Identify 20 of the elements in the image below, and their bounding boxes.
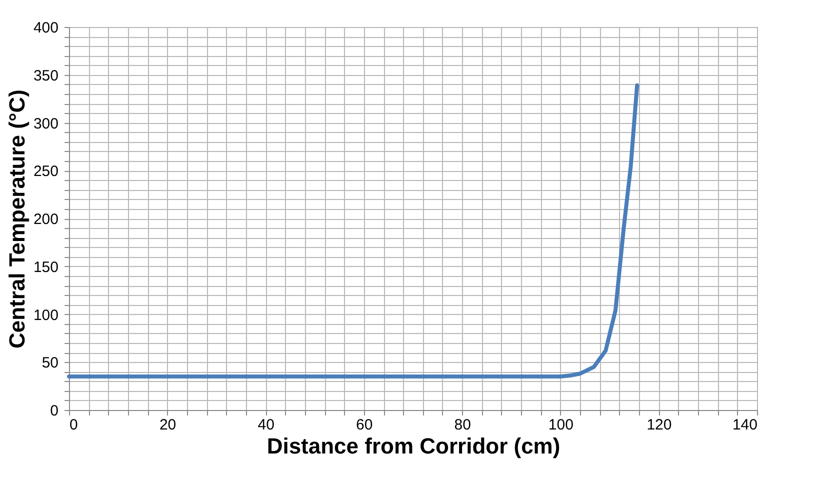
- x-tick-label: 140: [732, 416, 758, 434]
- x-tick-label: 0: [70, 416, 78, 434]
- x-tick-label: 20: [159, 416, 176, 434]
- x-tick-label: 60: [356, 416, 373, 434]
- y-tick-label: 200: [33, 211, 58, 228]
- y-tick-label: 50: [42, 354, 58, 372]
- y-tick-label: 300: [33, 115, 58, 132]
- y-tick-label: 0: [50, 402, 58, 420]
- x-tick-label: 40: [258, 416, 274, 434]
- y-tick-label: 350: [33, 67, 58, 84]
- x-axis-title: Distance from Corridor (cm): [266, 434, 560, 458]
- y-tick-label: 400: [33, 20, 58, 36]
- y-axis-title: Central Temperature (°C): [4, 90, 30, 348]
- x-tick-label: 120: [646, 416, 672, 434]
- x-tick-label: 100: [548, 416, 574, 434]
- y-tick-label: 150: [33, 258, 58, 276]
- y-tick-label: 100: [33, 306, 58, 324]
- line-series: [67, 83, 640, 378]
- x-tick-label: 80: [454, 416, 471, 434]
- y-tick-label: 250: [33, 163, 58, 180]
